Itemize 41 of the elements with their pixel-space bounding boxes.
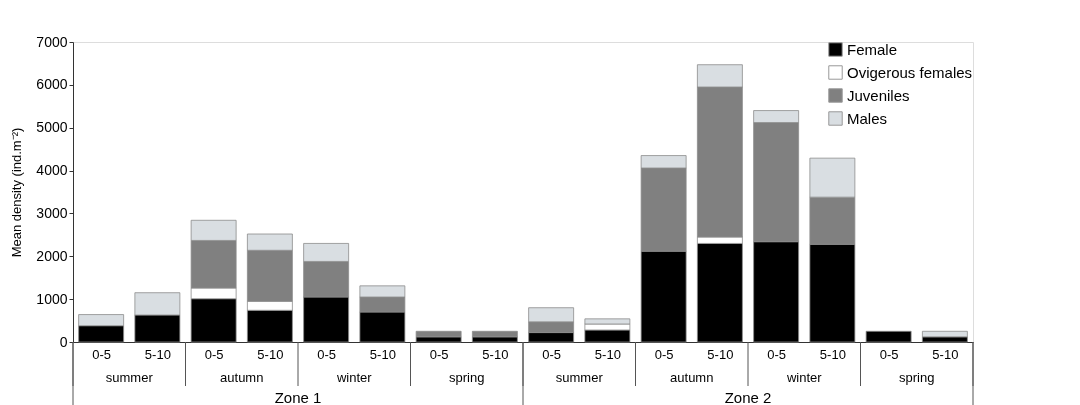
x-tick-label: 0-5 (317, 346, 337, 362)
bar (865, 330, 912, 343)
text: summer (105, 370, 154, 385)
legend-label: Female (847, 40, 898, 58)
x-tick-label: 0-5 (879, 346, 899, 362)
x-tick-label: 5-10 (707, 346, 734, 362)
x-tick-label: 5-10 (482, 346, 509, 362)
text: spring (449, 370, 485, 385)
x-tick-label: 0-5 (204, 346, 224, 362)
text: Zone 2 (724, 389, 772, 405)
legend-label: Males (847, 109, 888, 127)
y-tick-label: 4000 (36, 162, 68, 179)
x-tick-label: 5-10 (932, 346, 959, 362)
text: Zone 1 (274, 389, 322, 405)
text: summer (555, 370, 604, 385)
x-tick-label: 0-5 (92, 346, 112, 362)
text: spring (899, 370, 935, 385)
x-tick-label: 0-5 (542, 346, 562, 362)
y-tick-label: 5000 (36, 119, 68, 136)
text: winter (335, 370, 373, 385)
x-tick-label: 5-10 (369, 346, 396, 362)
x-tick-label: 0-5 (654, 346, 674, 362)
x-tick-label: 0-5 (429, 346, 449, 362)
y-tick-label: 0 (59, 333, 68, 350)
x-tick-label: 5-10 (594, 346, 621, 362)
y-tick-label: 1000 (36, 290, 68, 307)
y-tick-label: 2000 (36, 247, 68, 264)
legend-label: Juveniles (847, 86, 910, 104)
text: autumn (670, 370, 714, 385)
text: winter (785, 370, 823, 385)
x-tick-label: 0-5 (767, 346, 787, 362)
text: autumn (220, 370, 264, 385)
y-tick-label: 6000 (36, 76, 68, 93)
legend-label: Ovigerous females (847, 63, 973, 81)
y-tick-label: 3000 (36, 204, 68, 221)
bar (584, 329, 631, 343)
x-tick-label: 5-10 (819, 346, 846, 362)
x-tick-label: 5-10 (144, 346, 171, 362)
x-tick-label: 5-10 (257, 346, 284, 362)
y-tick-label: 7000 (36, 33, 68, 50)
y-axis-title: Mean density (ind.m⁻²) (9, 127, 25, 258)
